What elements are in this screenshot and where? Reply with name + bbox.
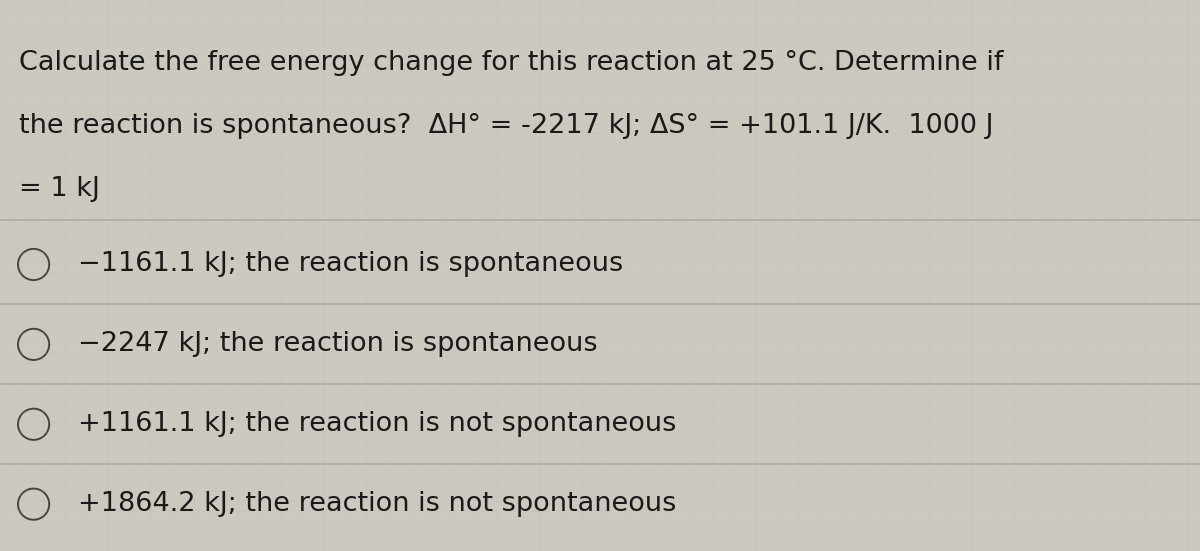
Text: the reaction is spontaneous?  ΔH° = -2217 kJ; ΔS° = +101.1 J/K.  1000 J: the reaction is spontaneous? ΔH° = -2217…: [19, 113, 994, 139]
Text: = 1 kJ: = 1 kJ: [19, 176, 100, 202]
Text: −2247 kJ; the reaction is spontaneous: −2247 kJ; the reaction is spontaneous: [78, 331, 598, 358]
Text: +1864.2 kJ; the reaction is not spontaneous: +1864.2 kJ; the reaction is not spontane…: [78, 491, 677, 517]
Text: −1161.1 kJ; the reaction is spontaneous: −1161.1 kJ; the reaction is spontaneous: [78, 251, 623, 278]
Text: Calculate the free energy change for this reaction at 25 °C. Determine if: Calculate the free energy change for thi…: [19, 50, 1003, 75]
Text: +1161.1 kJ; the reaction is not spontaneous: +1161.1 kJ; the reaction is not spontane…: [78, 411, 677, 437]
